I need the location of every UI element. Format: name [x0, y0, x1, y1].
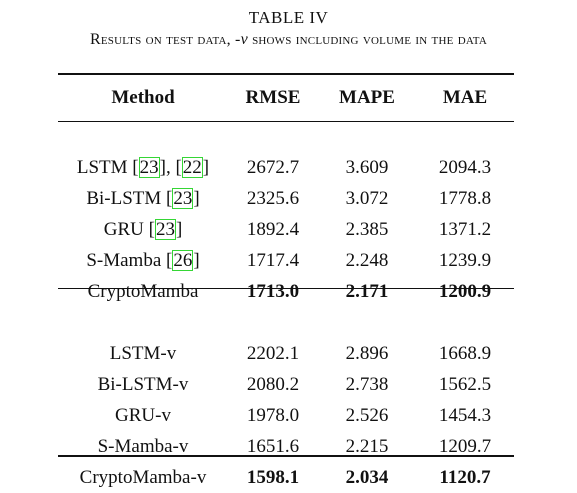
method-cell: Bi-LSTM [23] [86, 187, 200, 209]
mape-cell-best: 2.034 [345, 466, 389, 488]
mae-cell-best: 1200.9 [438, 280, 492, 302]
citation-link[interactable]: 26 [172, 249, 194, 271]
mape-cell: 2.385 [345, 218, 389, 240]
table-row: S-Mamba [26] 1717.4 2.248 1239.9 [58, 245, 514, 276]
results-table: Method RMSE MAPE MAE LSTM [23], [22] 267… [58, 75, 514, 493]
table-row: LSTM [23], [22] 2672.7 3.609 2094.3 [58, 152, 514, 183]
rmse-cell: 1651.6 [246, 435, 300, 457]
top-rule [58, 73, 514, 75]
method-cell: S-Mamba-v [97, 435, 189, 457]
method-cell: Bi-LSTM-v [97, 373, 189, 395]
table-caption: Results on test data, -v shows including… [0, 31, 577, 49]
mape-cell: 2.248 [345, 249, 389, 271]
table-row: CryptoMamba 1713.0 2.171 1200.9 [58, 276, 514, 307]
method-cell: GRU [23] [103, 218, 183, 240]
mape-cell: 2.896 [345, 342, 389, 364]
mape-cell: 2.738 [345, 373, 389, 395]
method-cell: LSTM-v [109, 342, 177, 364]
rmse-cell-best: 1598.1 [246, 466, 300, 488]
header-mae: MAE [442, 87, 488, 108]
caption-text-end: shows including volume in the data [247, 31, 487, 48]
citation-link[interactable]: 22 [181, 156, 203, 178]
method-cell: LSTM [23], [22] [76, 156, 210, 178]
table-row: CryptoMamba-v 1598.1 2.034 1120.7 [58, 462, 514, 493]
citation-link[interactable]: 23 [154, 218, 176, 240]
header-rmse: RMSE [245, 87, 301, 108]
mae-cell: 1778.8 [438, 187, 492, 209]
citation-link[interactable]: 23 [172, 187, 194, 209]
mae-cell: 1562.5 [438, 373, 492, 395]
table-row: LSTM-v 2202.1 2.896 1668.9 [58, 338, 514, 369]
group-rule [58, 288, 514, 289]
method-cell: GRU-v [115, 404, 171, 426]
rmse-cell: 2325.6 [246, 187, 300, 209]
mape-cell: 3.609 [345, 156, 389, 178]
rmse-cell-best: 1713.0 [246, 280, 300, 302]
mae-cell: 2094.3 [438, 156, 492, 178]
table-row: GRU [23] 1892.4 2.385 1371.2 [58, 214, 514, 245]
mae-cell-best: 1120.7 [439, 466, 491, 488]
caption-variable: v [240, 31, 248, 48]
rmse-cell: 2202.1 [246, 342, 300, 364]
bottom-rule [58, 455, 514, 457]
method-cell: S-Mamba [26] [86, 249, 200, 271]
table-row: Bi-LSTM [23] 2325.6 3.072 1778.8 [58, 183, 514, 214]
header-mape: MAPE [339, 87, 395, 108]
rmse-cell: 2672.7 [246, 156, 300, 178]
mape-cell-best: 2.171 [345, 280, 389, 302]
method-cell: CryptoMamba-v [79, 466, 207, 488]
mae-cell: 1209.7 [438, 435, 492, 457]
citation-link[interactable]: 23 [138, 156, 160, 178]
mape-cell: 2.215 [345, 435, 389, 457]
rmse-cell: 1892.4 [246, 218, 300, 240]
header-rule [58, 121, 514, 122]
table-row: GRU-v 1978.0 2.526 1454.3 [58, 400, 514, 431]
table-row: S-Mamba-v 1651.6 2.215 1209.7 [58, 431, 514, 462]
method-cell: CryptoMamba [87, 280, 199, 302]
mae-cell: 1239.9 [438, 249, 492, 271]
table-title: TABLE IV [248, 8, 329, 27]
header-row: Method RMSE MAPE MAE [58, 75, 514, 121]
rmse-cell: 1978.0 [246, 404, 300, 426]
mape-cell: 2.526 [345, 404, 389, 426]
caption-text-start: Results on test data, - [90, 31, 241, 48]
table-row: Bi-LSTM-v 2080.2 2.738 1562.5 [58, 369, 514, 400]
mae-cell: 1371.2 [438, 218, 492, 240]
header-method: Method [111, 87, 175, 108]
mape-cell: 3.072 [345, 187, 389, 209]
rmse-cell: 1717.4 [246, 249, 300, 271]
mae-cell: 1668.9 [438, 342, 492, 364]
rmse-cell: 2080.2 [246, 373, 300, 395]
mae-cell: 1454.3 [438, 404, 492, 426]
